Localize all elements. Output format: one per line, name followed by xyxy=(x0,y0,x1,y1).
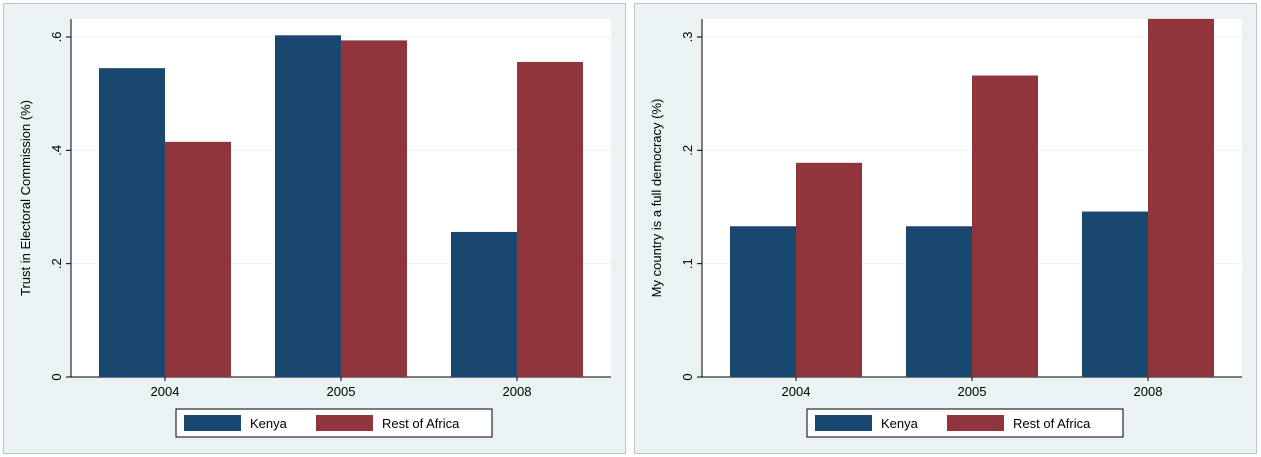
bar-kenya-2005 xyxy=(906,226,972,377)
bar-kenya-2004 xyxy=(730,226,796,377)
y-tick-label: .6 xyxy=(49,32,64,43)
bar-rest-of-africa-2005 xyxy=(341,40,407,378)
y-axis-title: Trust in Electoral Commission (%) xyxy=(18,100,33,296)
bar-kenya-2008 xyxy=(451,231,517,377)
y-tick-label: .2 xyxy=(680,145,695,156)
bar-kenya-2005 xyxy=(275,35,341,378)
chart-panel-trust: 0 .2 .4 .6 Trust in Electoral Commission (%)… xyxy=(3,3,626,454)
bar-kenya-2004 xyxy=(99,68,165,378)
legend-label: Rest of Africa xyxy=(1013,416,1091,431)
y-tick-label: .3 xyxy=(680,32,695,43)
x-tick-label: 2004 xyxy=(782,384,811,399)
y-tick-label: .2 xyxy=(49,258,64,269)
x-tick-label: 2008 xyxy=(503,384,532,399)
chart-panel-democracy: 0 .1 .2 .3 My country is a full democracy (%… xyxy=(634,3,1257,454)
legend-swatch xyxy=(815,415,872,431)
legend-label: Rest of Africa xyxy=(382,416,460,431)
legend-label: Kenya xyxy=(881,416,919,431)
legend-swatch xyxy=(316,415,373,431)
bar-rest-of-africa-2004 xyxy=(796,162,862,377)
chart-full-democracy: 0 .1 .2 .3 My country is a full democracy (%… xyxy=(649,18,1242,438)
bar-rest-of-africa-2008 xyxy=(1148,18,1214,377)
legend-swatch xyxy=(947,415,1004,431)
bar-rest-of-africa-2005 xyxy=(972,75,1038,378)
legend-label: Kenya xyxy=(250,416,288,431)
bar-rest-of-africa-2004 xyxy=(165,141,231,377)
bar-kenya-2008 xyxy=(1082,211,1148,377)
y-tick-label: .4 xyxy=(49,145,64,156)
x-tick-label: 2005 xyxy=(327,384,356,399)
y-axis-title: My country is a full democracy (%) xyxy=(649,99,664,298)
y-tick-label: .1 xyxy=(680,258,695,269)
x-tick-label: 2008 xyxy=(1134,384,1163,399)
chart-trust-electoral-commission: 0 .2 .4 .6 Trust in Electoral Commission (%)… xyxy=(18,19,611,438)
y-tick-label: 0 xyxy=(49,373,64,380)
bar-rest-of-africa-2008 xyxy=(517,61,583,377)
x-tick-label: 2005 xyxy=(958,384,987,399)
x-tick-label: 2004 xyxy=(151,384,180,399)
y-tick-label: 0 xyxy=(680,373,695,380)
legend-swatch xyxy=(184,415,241,431)
